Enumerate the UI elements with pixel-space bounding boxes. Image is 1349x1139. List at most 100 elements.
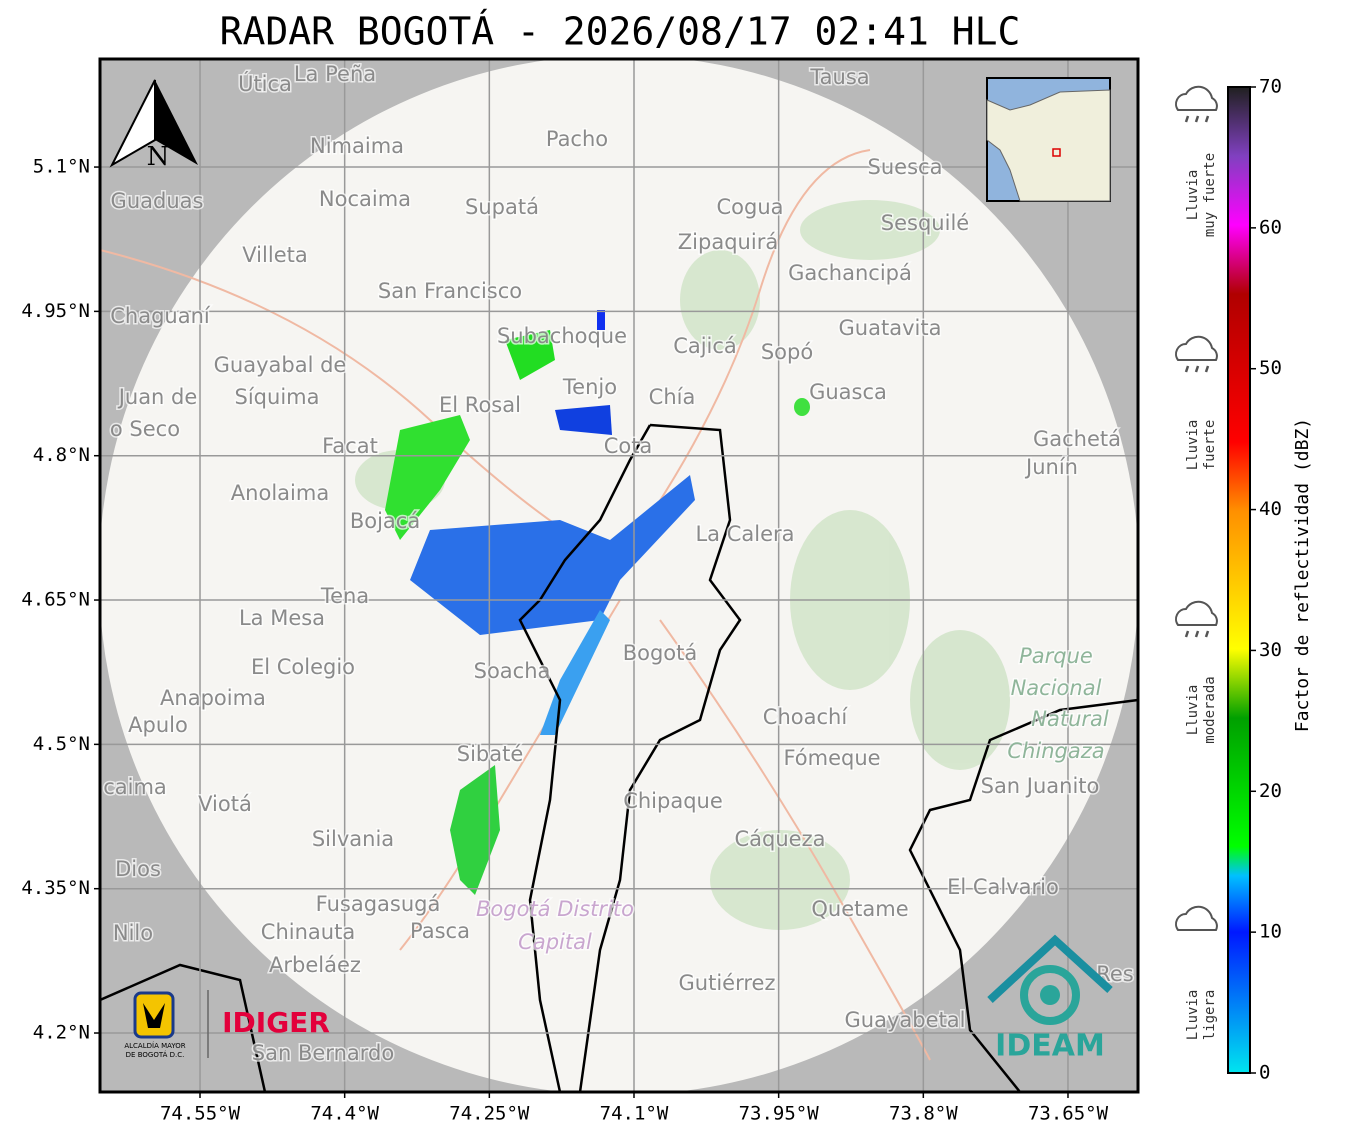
- place-label: La Mesa: [239, 606, 325, 630]
- place-label: Junín: [1024, 455, 1078, 479]
- colorbar-tick-label: 30: [1259, 639, 1282, 661]
- rain-drops: [1184, 630, 1210, 638]
- map-frame: [98, 57, 1140, 1094]
- place-label: Chinauta: [261, 920, 355, 944]
- colorbar-label: Factor de reflectividad (dBZ): [1292, 418, 1313, 732]
- y-tick-label: 4.2°N: [33, 1022, 90, 1044]
- y-tick-label: 4.65°N: [21, 589, 90, 611]
- rain-drops: [1184, 365, 1210, 373]
- alcaldia-logo: ALCALDÍA MAYOR DE BOGOTÁ D.C. IDIGER: [124, 990, 330, 1059]
- rain-category: Lluvia muy fuerte: [1175, 85, 1218, 237]
- place-label: Tena: [320, 584, 369, 608]
- place-label: Dios: [115, 857, 161, 881]
- place-label: Bojacá: [350, 509, 420, 533]
- district-label: Capital: [518, 930, 592, 954]
- place-label: Arbeláez: [269, 953, 361, 977]
- place-label: Guayabetal: [845, 1008, 966, 1032]
- place-label: Cajicá: [673, 334, 737, 358]
- place-label: o Seco: [110, 417, 180, 441]
- colorbar: [1227, 86, 1251, 1074]
- place-label: El Rosal: [439, 393, 521, 417]
- place-labels: Útica La Peña Tausa Pacho Nimaima Suesca Guadu…: [102, 61, 1136, 1067]
- rain-category: Lluvia ligera: [1175, 905, 1218, 1041]
- place-label: Guaduas: [111, 189, 204, 213]
- place-label: Chipaque: [623, 789, 723, 813]
- rain-category-label: muy fuerte: [1202, 153, 1218, 237]
- place-label: Quetame: [811, 897, 908, 921]
- ideam-logo: IDEAM: [987, 934, 1113, 1064]
- place-label: Subachoque: [497, 324, 627, 348]
- place-label: Guasca: [809, 380, 887, 404]
- rain-category-label: Lluvia: [1185, 990, 1201, 1041]
- y-tick-label: 4.5°N: [33, 733, 90, 755]
- place-label: Guayabal de: [214, 353, 347, 377]
- place-label: Síquima: [235, 385, 320, 409]
- place-label: El Colegio: [251, 655, 355, 679]
- place-label: Nocaima: [319, 187, 411, 211]
- place-label: Guatavita: [839, 316, 942, 340]
- place-label: Útica: [238, 71, 292, 96]
- place-label: Fusagasugá: [316, 892, 441, 916]
- rain-category-label: fuerte: [1202, 420, 1218, 471]
- ideam-text: IDEAM: [995, 1029, 1105, 1064]
- place-label: Gachetá: [1033, 427, 1121, 451]
- colorbar-tick-label: 70: [1259, 76, 1282, 98]
- place-label: Soacha: [474, 659, 551, 683]
- place-label: Nacional: [1011, 676, 1102, 700]
- place-label: Choachí: [763, 705, 849, 729]
- place-label: Pacho: [546, 127, 608, 151]
- rain-category-label: ligera: [1202, 990, 1218, 1041]
- x-tick-label: 74.1°W: [600, 1103, 669, 1125]
- x-tick-label: 74.55°W: [160, 1103, 241, 1125]
- x-tick-label: 74.25°W: [449, 1103, 530, 1125]
- place-label: Sopó: [761, 340, 813, 364]
- cloud-icon: [1175, 335, 1218, 361]
- place-label: Gachancipá: [788, 261, 912, 285]
- place-label: Anolaima: [231, 481, 329, 505]
- place-label: Facat: [322, 434, 378, 458]
- cloud-icon: [1175, 600, 1218, 626]
- place-label: Tausa: [809, 65, 869, 89]
- place-label: Cáqueza: [735, 827, 826, 851]
- alcaldia-text: ALCALDÍA MAYOR: [124, 1041, 185, 1050]
- place-label: Chingaza: [1007, 739, 1104, 763]
- place-label: Parque: [1019, 644, 1093, 668]
- place-label: Pasca: [410, 919, 470, 943]
- x-tick-label: 73.8°W: [889, 1103, 958, 1125]
- district-label: Bogotá Distrito: [476, 897, 634, 921]
- place-label: La Peña: [294, 62, 376, 86]
- title: RADAR BOGOTÁ - 2026/08/17 02:41 HLC: [220, 10, 1021, 54]
- place-label: Silvania: [312, 827, 394, 851]
- x-tick-label: 73.95°W: [739, 1103, 820, 1125]
- place-label: Apulo: [128, 713, 188, 737]
- rain-category: Lluvia moderada: [1175, 600, 1218, 744]
- y-tick-label: 5.1°N: [33, 156, 90, 178]
- x-tick-label: 74.4°W: [310, 1103, 379, 1125]
- inset-map: [986, 77, 1111, 202]
- place-label: Viotá: [198, 792, 252, 816]
- colorbar-tick-label: 10: [1259, 921, 1282, 943]
- rain-category-label: Lluvia: [1185, 685, 1201, 736]
- place-label: Villeta: [242, 243, 307, 267]
- place-label: Gutiérrez: [679, 971, 776, 995]
- y-tick-label: 4.95°N: [21, 300, 90, 322]
- north-arrow: N: [109, 79, 198, 172]
- place-label: Tenjo: [562, 375, 617, 399]
- colorbar-tick-label: 20: [1259, 780, 1282, 802]
- place-label: La Calera: [695, 522, 794, 546]
- place-label: Cogua: [716, 195, 783, 219]
- north-label: N: [147, 142, 170, 172]
- place-label: Suesca: [868, 155, 943, 179]
- place-label: Nimaima: [310, 134, 404, 158]
- radar-echoes: [385, 310, 810, 895]
- y-tick-label: 4.35°N: [21, 877, 90, 899]
- place-label: Chaguaní: [110, 304, 211, 328]
- place-label: Nilo: [113, 921, 153, 945]
- place-label: Anapoima: [160, 686, 266, 710]
- idiger-logo: IDIGER: [222, 1006, 330, 1039]
- cloud-icon: [1175, 85, 1218, 111]
- place-label: Sesquilé: [881, 211, 969, 235]
- place-label: Zipaquirá: [678, 230, 778, 254]
- colorbar-tick-label: 50: [1259, 357, 1282, 379]
